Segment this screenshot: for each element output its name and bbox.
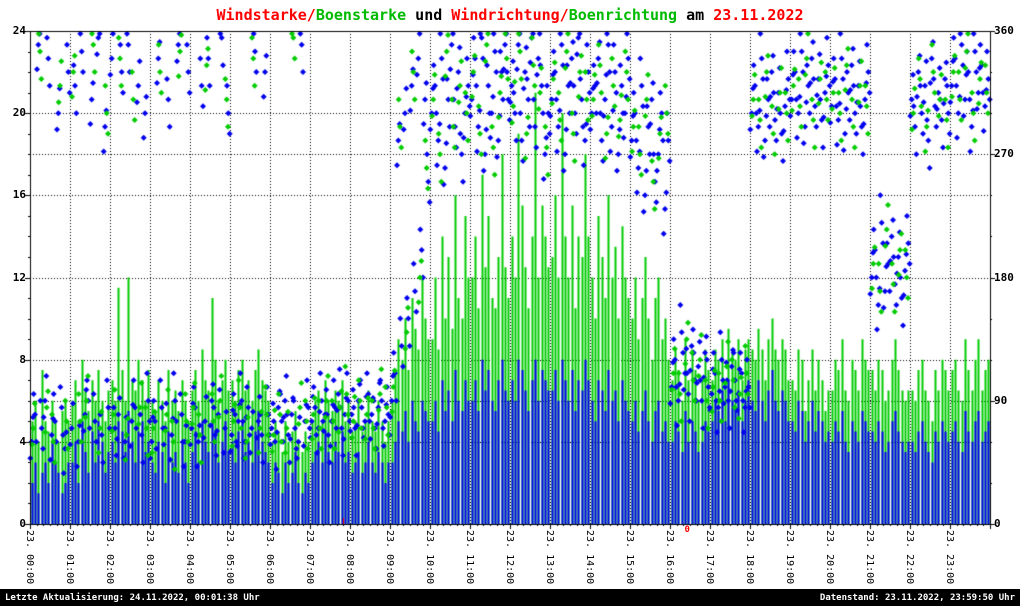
data-timestamp-text: Datenstand: 23.11.2022, 23:59:50 Uhr xyxy=(819,592,1015,603)
last-update-text: Letzte Aktualisierung: 24.11.2022, 00:01… xyxy=(5,592,260,603)
status-bar: Letzte Aktualisierung: 24.11.2022, 00:01… xyxy=(0,589,1020,606)
